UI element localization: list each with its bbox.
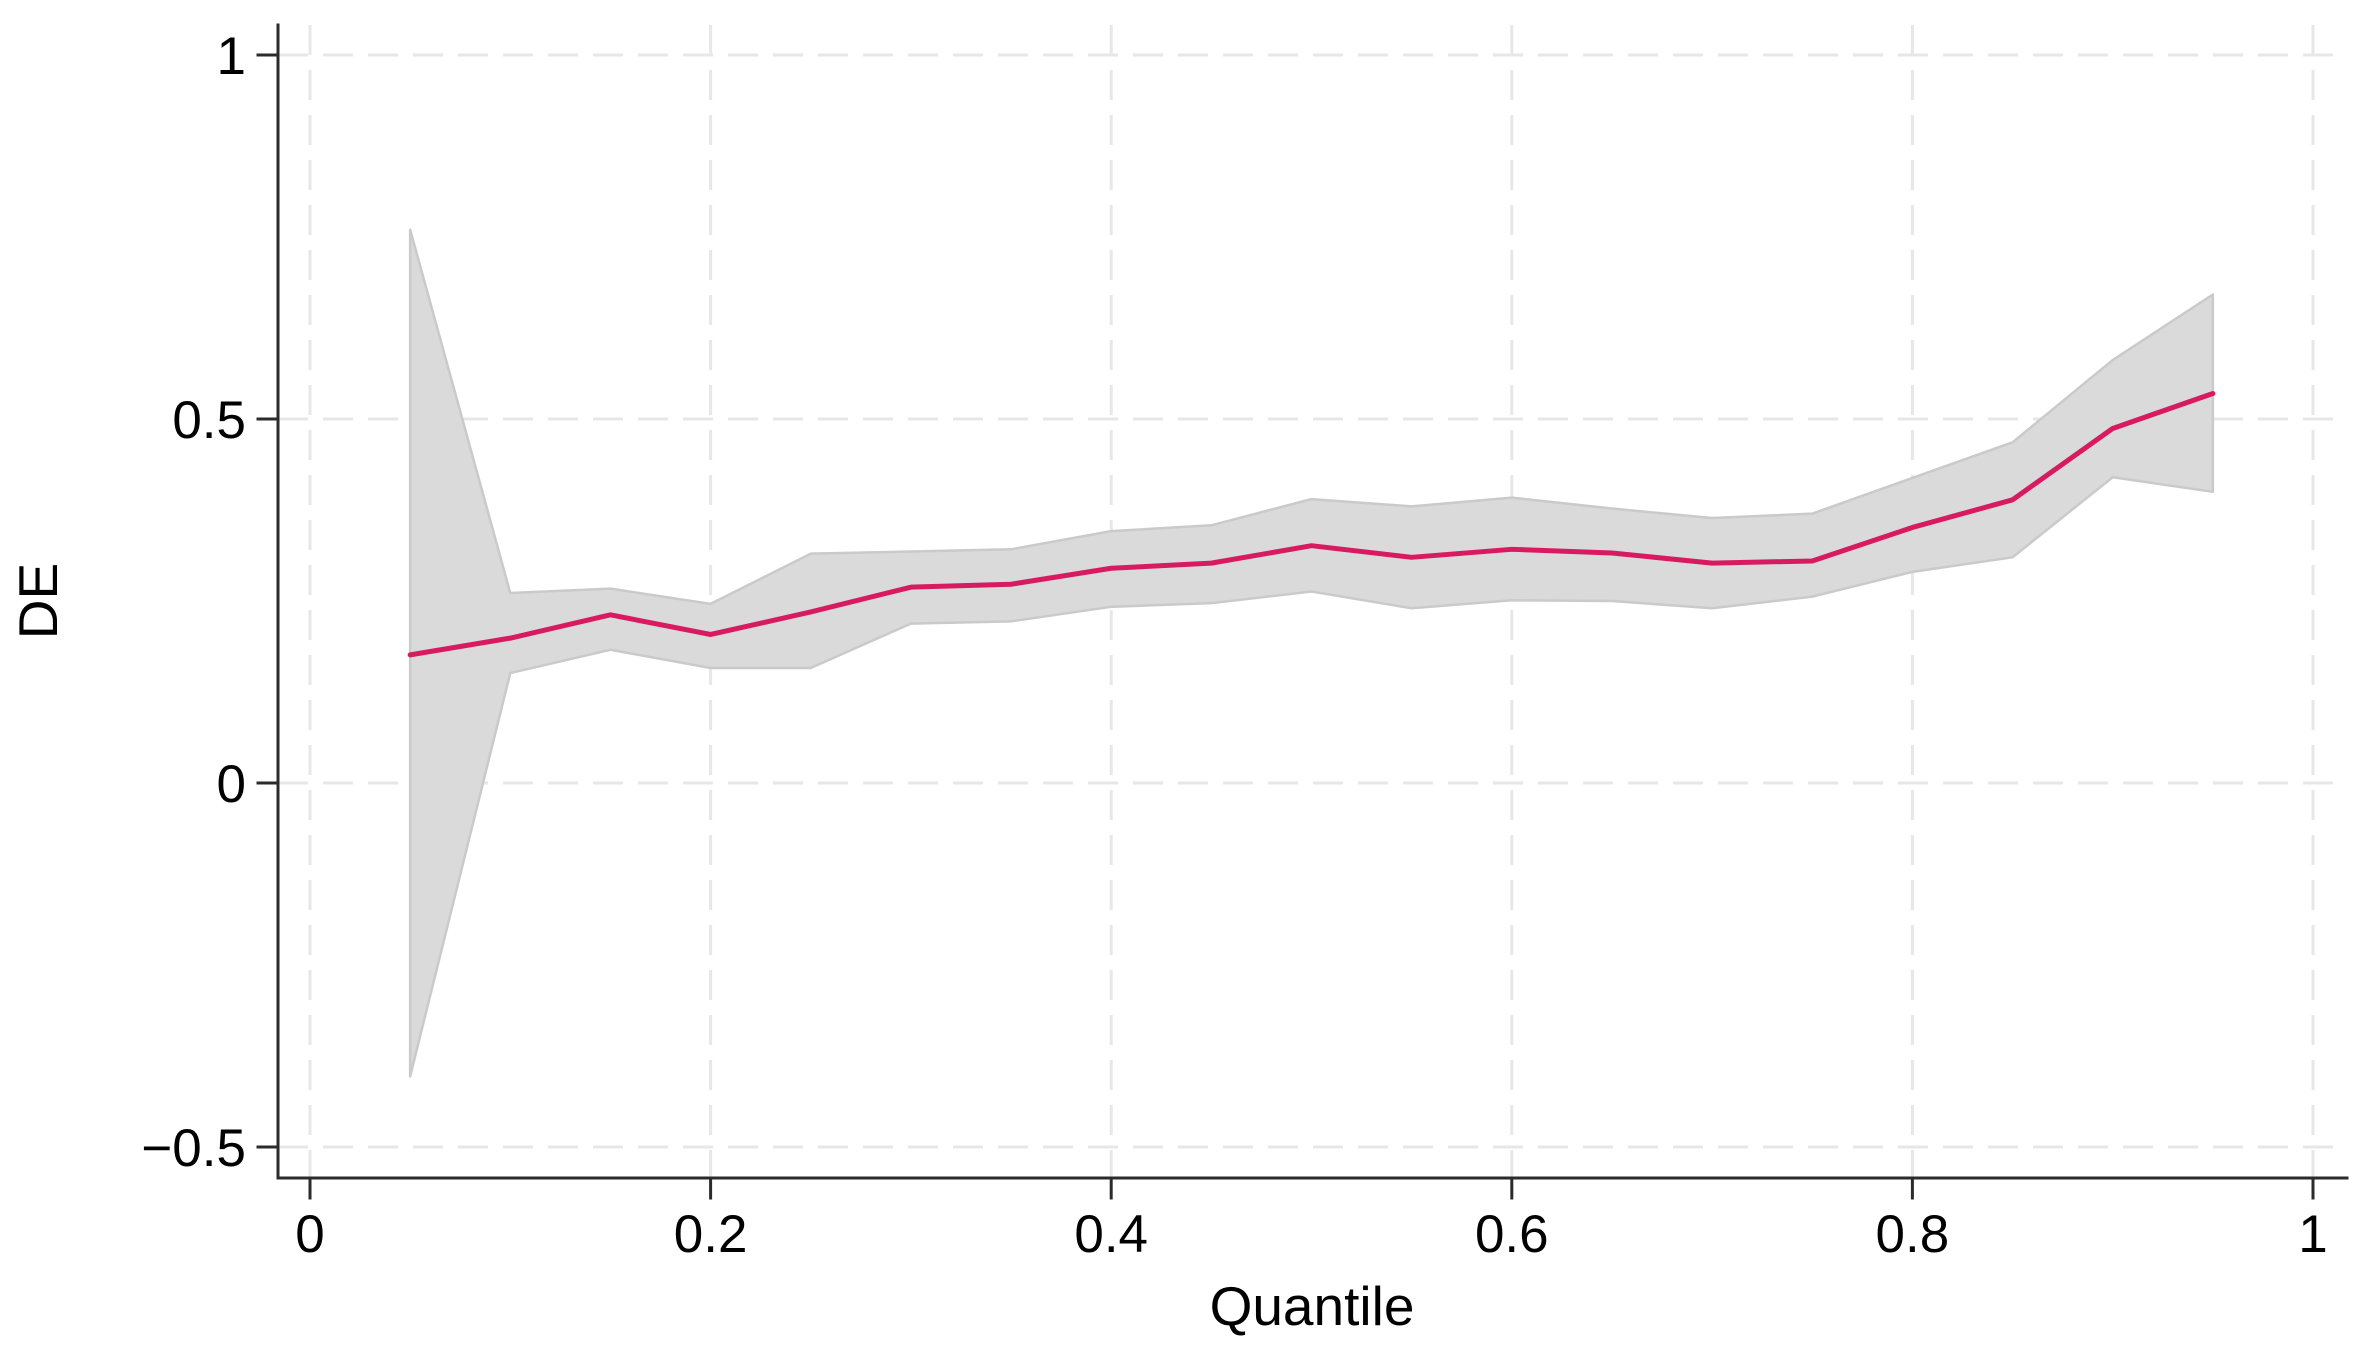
x-tick-label: 0.6 — [1475, 1205, 1549, 1264]
y-tick-label: 0.5 — [172, 391, 246, 450]
tick-labels-layer: 0 0.2 0.4 0.6 0.8 1 −0.5 0 0.5 1 — [141, 27, 2327, 1264]
x-tick-label: 1 — [2298, 1205, 2327, 1264]
grid-layer — [278, 25, 2347, 1178]
y-axis-title: DE — [7, 563, 69, 639]
x-tick-label: 0 — [295, 1205, 324, 1264]
y-tick-label: 0 — [217, 755, 246, 814]
x-tick-label: 0.4 — [1074, 1205, 1148, 1264]
x-axis-title: Quantile — [1210, 1275, 1415, 1337]
ci-band-area — [408, 228, 2215, 1078]
y-tick-label: 1 — [217, 27, 246, 86]
de-line-path — [407, 391, 2216, 658]
ci-band-layer — [408, 228, 2215, 1078]
x-tick-label: 0.2 — [674, 1205, 748, 1264]
axes-layer — [256, 23, 2349, 1200]
y-tick-label: −0.5 — [141, 1119, 246, 1178]
x-tick-label: 0.8 — [1876, 1205, 1950, 1264]
de-line-layer — [407, 391, 2216, 658]
